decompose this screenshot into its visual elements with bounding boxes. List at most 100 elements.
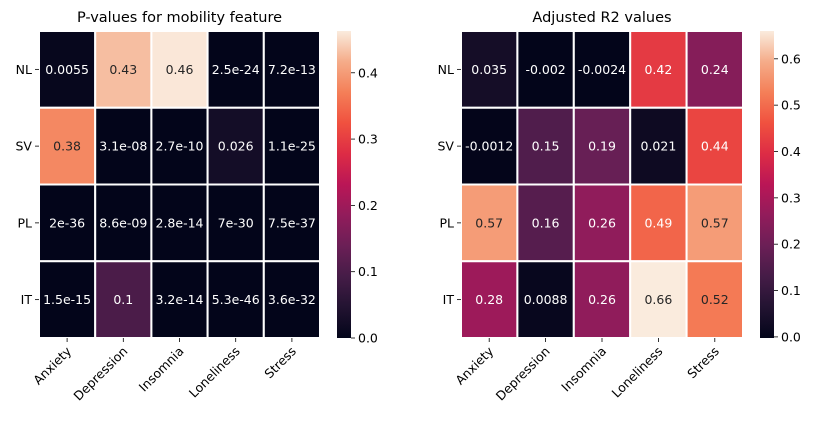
cell-value-label: 0.26 [588, 215, 616, 230]
cell-value-label: 8.6e-09 [99, 215, 147, 230]
cell-value-label: 0.1 [113, 292, 133, 307]
cell-value-label: 0.26 [588, 292, 616, 307]
cell-value-label: 0.42 [644, 62, 672, 77]
cell-value-label: 0.24 [701, 62, 729, 77]
x-tick-label: Loneliness [609, 344, 666, 401]
chart-title: P-values for mobility feature [77, 10, 282, 26]
cell-value-label: 0.57 [475, 215, 503, 230]
cell-value-label: 0.43 [109, 62, 137, 77]
cell-value-label: 1.5e-15 [43, 292, 91, 307]
x-tick-label: Stress [261, 344, 299, 382]
heatmap-cell [516, 106, 575, 186]
cell-value-label: 0.66 [644, 292, 672, 307]
cell-value-label: 0.0055 [45, 62, 89, 77]
heatmap-cell [262, 260, 321, 339]
cell-value-label: 0.19 [588, 139, 616, 154]
cell-value-label: 0.15 [532, 139, 560, 154]
heatmap-cell [94, 183, 153, 263]
cell-value-label: 0.52 [701, 292, 729, 307]
colorbar-tick-label: 0.3 [358, 132, 378, 147]
colorbar-tick-label: 0.0 [358, 331, 378, 346]
colorbar-gradient [337, 31, 351, 338]
y-axis: NL SV PL IT [16, 62, 39, 307]
heatmap-cell [94, 30, 153, 109]
heatmap-pvalues: P-values for mobility feature 0.0055 0.43… [16, 10, 378, 404]
cell-value-label: 0.021 [641, 139, 677, 154]
cell-value-label: 7.2e-13 [268, 62, 316, 77]
heatmap-cell [262, 106, 321, 186]
heatmap-cells: 0.0055 0.43 0.46 2.5e-24 7.2e-13 0.38 3.1e-08 2… [38, 30, 321, 339]
cell-value-label: -0.0024 [578, 62, 626, 77]
cell-value-label: 3.2e-14 [156, 292, 204, 307]
x-tick-label: Loneliness [186, 344, 243, 401]
colorbar: 0.0 0.1 0.2 0.3 0.4 [337, 31, 378, 346]
heatmap-cell [685, 183, 744, 263]
y-tick-label: SV [16, 139, 33, 154]
heatmap-cell [629, 106, 688, 186]
y-tick-label: IT [443, 292, 455, 307]
x-tick-label: Stress [684, 344, 722, 382]
cell-value-label: 7.5e-37 [268, 215, 316, 230]
x-tick-label: Depression [70, 344, 130, 404]
x-tick-label: Insomnia [136, 344, 187, 395]
colorbar-tick-label: 0.2 [781, 237, 801, 252]
heatmap-cell [460, 30, 519, 109]
cell-value-label: -0.0012 [465, 139, 513, 154]
x-tick-label: Insomnia [558, 344, 609, 395]
y-tick-label: SV [438, 139, 455, 154]
cell-value-label: 3.1e-08 [99, 139, 147, 154]
heatmap-cell [685, 260, 744, 339]
cell-value-label: 2.8e-14 [156, 215, 204, 230]
heatmap-cell [685, 106, 744, 186]
cell-value-label: 3.6e-32 [268, 292, 316, 307]
cell-value-label: 0.0088 [524, 292, 568, 307]
heatmap-cells: 0.035 -0.002 -0.0024 0.42 0.24 -0.0012 0.15 0.1… [460, 30, 744, 339]
cell-value-label: 0.49 [644, 215, 672, 230]
heatmap-cell [94, 260, 153, 339]
colorbar-tick-label: 0.4 [781, 144, 801, 159]
y-tick-label: NL [438, 62, 454, 77]
colorbar-tick-label: 0.5 [781, 98, 801, 113]
cell-value-label: 0.28 [475, 292, 503, 307]
cell-value-label: 0.16 [532, 215, 560, 230]
cell-value-label: 0.44 [701, 139, 729, 154]
colorbar-tick-label: 0.1 [358, 264, 378, 279]
x-tick-label: Anxiety [30, 343, 75, 388]
y-tick-label: PL [439, 215, 454, 230]
cell-value-label: 1.1e-25 [268, 139, 316, 154]
heatmap-cell [460, 106, 519, 186]
cell-value-label: -0.002 [525, 62, 565, 77]
colorbar-gradient [760, 31, 774, 338]
y-tick-label: IT [21, 292, 33, 307]
x-tick-label: Anxiety [452, 343, 497, 388]
y-tick-label: NL [16, 62, 32, 77]
heatmap-cell [629, 30, 688, 109]
cell-value-label: 2.7e-10 [156, 139, 204, 154]
colorbar: 0.0 0.1 0.2 0.3 0.4 0.5 0.6 [760, 31, 801, 344]
y-axis: NL SV PL IT [438, 62, 461, 307]
cell-value-label: 2.5e-24 [212, 62, 260, 77]
heatmap-cell [572, 183, 632, 263]
heatmap-adjusted-r2: Adjusted R2 values 0.035 -0.002 -0.0024 0.4… [438, 10, 801, 404]
heatmap-cell [206, 260, 265, 339]
heatmap-cell [572, 30, 632, 109]
x-tick-label: Depression [493, 344, 553, 404]
cell-value-label: 0.57 [701, 215, 729, 230]
colorbar-tick-label: 0.1 [781, 283, 801, 298]
cell-value-label: 7e-30 [218, 215, 254, 230]
cell-value-label: 0.46 [166, 62, 194, 77]
heatmap-cell [206, 183, 265, 263]
colorbar-tick-label: 0.2 [358, 198, 378, 213]
heatmap-cell [150, 106, 209, 186]
colorbar-tick-label: 0.0 [781, 329, 801, 344]
colorbar-tick-label: 0.6 [781, 51, 801, 66]
heatmap-cell [629, 183, 688, 263]
cell-value-label: 0.026 [218, 139, 254, 154]
colorbar-tick-label: 0.3 [781, 190, 801, 205]
cell-value-label: 0.38 [53, 139, 81, 154]
heatmap-cell [685, 30, 744, 109]
colorbar-tick-label: 0.4 [358, 65, 378, 80]
